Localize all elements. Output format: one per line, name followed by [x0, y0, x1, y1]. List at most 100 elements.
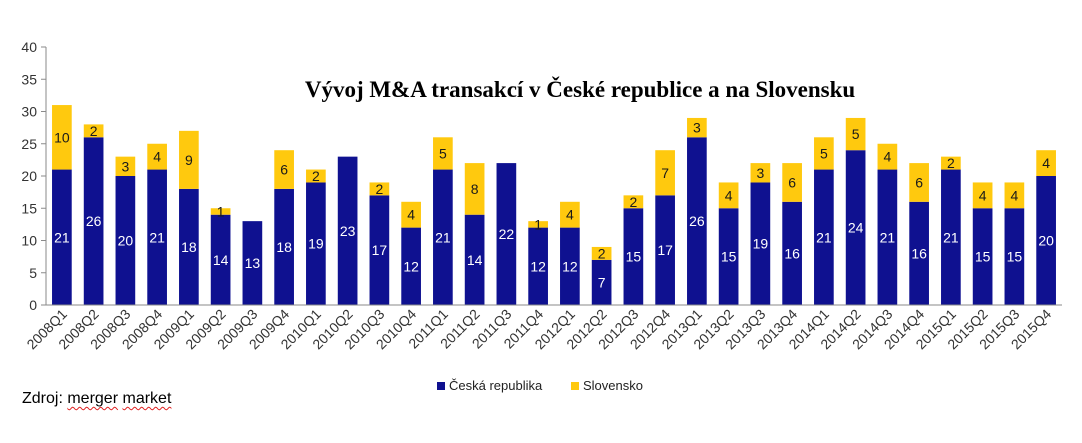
bar-label-slovensko: 3: [693, 120, 701, 136]
y-tick-label: 15: [21, 200, 37, 216]
bar-ceska-republika: [909, 201, 929, 305]
bar-ceska-republika: [464, 214, 485, 305]
y-axis: 0 5 10 15 20 25 30 35 40: [21, 39, 47, 313]
bars: 2110262203214189141131861922317212421514…: [52, 105, 1056, 305]
bar-slovensko: [750, 163, 771, 183]
bar-ceska-republika: [782, 201, 802, 305]
bar-label-slovensko: 4: [566, 207, 574, 223]
bar-slovensko: [560, 201, 580, 228]
legend-swatch: [571, 382, 579, 390]
bar-ceska-republika: [972, 208, 993, 305]
bar-slovensko: [877, 143, 898, 170]
bar-label-slovensko: 2: [375, 181, 383, 197]
bar-slovensko: [1004, 182, 1025, 209]
bar-ceska-republika: [496, 163, 517, 305]
bar-ceska-republika: [687, 137, 707, 305]
bar-label-slovensko: 5: [439, 145, 447, 161]
legend-swatch: [437, 382, 445, 390]
bar-slovensko: [306, 169, 326, 183]
y-tick-label: 10: [21, 233, 37, 249]
bar-slovensko: [52, 105, 72, 170]
bar-label-ceska-republika: 12: [530, 258, 546, 274]
bar-label-ceska-republika: 19: [753, 236, 769, 252]
bar-ceska-republika: [369, 195, 390, 305]
bar-slovensko: [147, 143, 167, 170]
source-word-market: market: [122, 390, 172, 407]
bar-label-ceska-republika: 13: [245, 255, 261, 271]
bar-label-ceska-republika: 16: [911, 245, 927, 261]
bar-slovensko: [83, 124, 104, 138]
bar-ceska-republika: [337, 156, 358, 305]
y-tick-label: 20: [21, 168, 37, 184]
bar-label-slovensko: 4: [979, 187, 987, 203]
bar-label-ceska-republika: 21: [54, 229, 70, 245]
bar-ceska-republika: [750, 182, 771, 305]
bar-label-slovensko: 9: [185, 152, 193, 168]
bar-label-ceska-republika: 15: [975, 249, 991, 265]
bar-ceska-republika: [877, 169, 898, 305]
bar-slovensko: [401, 201, 421, 228]
bar-slovensko: [369, 182, 390, 196]
bar-label-slovensko: 2: [90, 123, 98, 139]
bar-label-ceska-republika: 14: [467, 252, 483, 268]
bar-label-ceska-republika: 23: [340, 223, 356, 239]
bar-label-slovensko: 8: [471, 181, 479, 197]
bar-label-slovensko: 6: [788, 174, 796, 190]
bar-slovensko: [623, 195, 644, 209]
bar-label-slovensko: 2: [598, 245, 606, 261]
bar-label-slovensko: 1: [534, 216, 542, 232]
bar-slovensko: [591, 246, 612, 260]
bar-ceska-republika: [242, 221, 263, 305]
bar-slovensko: [464, 163, 485, 215]
bar-slovensko: [655, 150, 675, 196]
bar-label-slovensko: 2: [629, 194, 637, 210]
bar-ceska-republika: [179, 188, 199, 305]
bar-slovensko: [782, 163, 802, 202]
bar-label-ceska-republika: 21: [435, 229, 451, 245]
bar-label-slovensko: 4: [153, 149, 161, 165]
bar-label-slovensko: 7: [661, 165, 669, 181]
bar-label-slovensko: 5: [852, 126, 860, 142]
bar-ceska-republika: [718, 208, 739, 305]
bar-label-ceska-republika: 24: [848, 220, 864, 236]
bar-label-ceska-republika: 21: [880, 229, 896, 245]
bar-label-slovensko: 6: [915, 174, 923, 190]
bar-label-ceska-republika: 16: [784, 245, 800, 261]
bar-label-ceska-republika: 21: [943, 229, 959, 245]
bar-label-slovensko: 3: [121, 158, 129, 174]
bar-label-slovensko: 2: [947, 155, 955, 171]
bar-slovensko: [179, 130, 199, 189]
bar-ceska-republika: [52, 169, 72, 305]
bar-slovensko: [210, 208, 231, 215]
bar-label-ceska-republika: 7: [598, 274, 606, 290]
chart-title: Vývoj M&A transakcí v České republice a …: [305, 76, 856, 102]
y-tick-label: 25: [21, 136, 37, 152]
bar-slovensko: [814, 137, 834, 170]
bar-label-ceska-republika: 17: [657, 242, 673, 258]
legend-label: Česká republika: [449, 378, 543, 393]
bar-label-ceska-republika: 17: [372, 242, 388, 258]
bar-ceska-republika: [401, 227, 421, 305]
bar-label-ceska-republika: 15: [626, 249, 642, 265]
bar-slovensko: [528, 221, 548, 228]
bar-label-ceska-republika: 21: [149, 229, 165, 245]
x-axis: 2008Q12008Q22008Q32008Q42009Q12009Q22009…: [23, 304, 1062, 352]
bar-slovensko: [115, 156, 136, 176]
bar-label-ceska-republika: 22: [499, 226, 515, 242]
y-tick-label: 40: [21, 39, 37, 55]
bar-slovensko: [845, 117, 866, 151]
bar-label-slovensko: 4: [725, 187, 733, 203]
y-tick-label: 35: [21, 71, 37, 87]
bar-ceska-republika: [655, 195, 675, 305]
bar-ceska-republika: [115, 176, 136, 305]
bar-ceska-republika: [1004, 208, 1025, 305]
bar-label-ceska-republika: 20: [1038, 233, 1054, 249]
bar-ceska-republika: [147, 169, 167, 305]
bar-ceska-republika: [941, 169, 961, 305]
bar-label-ceska-republika: 26: [689, 213, 705, 229]
y-tick-label: 30: [21, 104, 37, 120]
bar-ceska-republika: [83, 137, 104, 305]
bar-slovensko: [909, 163, 929, 202]
bar-slovensko: [941, 156, 961, 170]
